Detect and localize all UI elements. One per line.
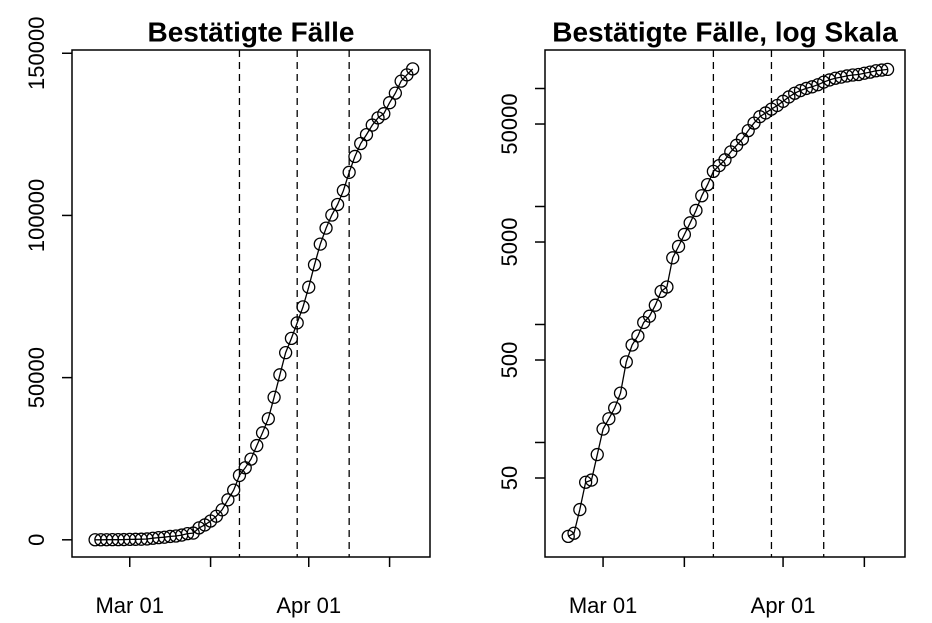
y-tick-label: 50000	[497, 93, 522, 154]
data-point	[880, 62, 895, 77]
data-point	[875, 63, 889, 77]
x-tick-label: Mar 01	[95, 593, 163, 618]
plot-frame	[544, 49, 906, 558]
data-point	[267, 390, 281, 404]
data-point	[406, 62, 420, 76]
x-tick-label: Apr 01	[751, 593, 816, 618]
data-point	[382, 96, 397, 110]
data-point	[290, 316, 304, 330]
data-point	[330, 197, 345, 212]
data-point	[180, 526, 195, 541]
data-point	[325, 208, 339, 222]
data-point	[689, 203, 703, 218]
y-tick-label: 100000	[24, 179, 49, 252]
data-point	[596, 422, 610, 436]
y-tick-label: 0	[24, 534, 49, 546]
data-point	[660, 280, 674, 294]
data-point	[788, 86, 802, 100]
data-point	[255, 426, 270, 440]
data-point	[313, 237, 327, 251]
y-tick-label: 50	[497, 466, 522, 490]
data-point	[590, 447, 604, 462]
data-point	[250, 438, 264, 453]
data-point	[573, 502, 587, 517]
data-point	[613, 386, 628, 400]
x-tick-label: Apr 01	[276, 593, 341, 618]
data-point	[359, 127, 374, 142]
data-point	[811, 78, 825, 92]
data-point	[244, 452, 258, 466]
data-point	[261, 412, 275, 426]
data-point	[695, 189, 709, 203]
data-point	[631, 329, 645, 343]
data-point	[278, 346, 293, 360]
data-point	[348, 149, 362, 164]
data-point	[648, 298, 662, 312]
series-line	[567, 68, 888, 537]
data-point	[608, 401, 622, 415]
data-point	[683, 216, 697, 230]
y-tick-label: 5000	[497, 218, 522, 267]
data-point	[578, 475, 593, 489]
data-point	[307, 258, 322, 272]
data-point	[302, 280, 316, 294]
data-point	[336, 183, 351, 198]
y-tick-label: 500	[497, 342, 522, 379]
data-point	[319, 221, 333, 235]
data-point	[388, 86, 403, 100]
data-point	[377, 107, 391, 121]
series-line	[95, 68, 414, 541]
data-point	[799, 81, 813, 96]
x-tick-label: Mar 01	[569, 593, 637, 618]
data-point	[273, 368, 287, 382]
chart-title: Bestätigte Fälle, log Skala	[552, 16, 898, 47]
plot-frame	[71, 49, 431, 558]
data-point	[700, 177, 715, 192]
data-point	[666, 251, 680, 265]
data-point	[215, 503, 229, 517]
data-point	[619, 355, 633, 369]
data-point	[817, 75, 831, 89]
data-point	[296, 300, 310, 314]
data-point	[567, 526, 581, 540]
data-point	[671, 239, 686, 254]
data-point	[677, 227, 692, 242]
data-point	[221, 493, 235, 507]
y-tick-label: 50000	[24, 347, 49, 408]
data-point	[805, 80, 819, 94]
data-point	[342, 165, 356, 179]
data-point	[642, 309, 657, 323]
data-point	[793, 83, 808, 98]
data-point	[227, 483, 241, 497]
data-point	[284, 331, 299, 346]
y-tick-label: 150000	[24, 17, 49, 90]
data-point	[602, 412, 616, 426]
data-point	[584, 473, 599, 487]
chart-title: Bestätigte Fälle	[148, 16, 355, 47]
